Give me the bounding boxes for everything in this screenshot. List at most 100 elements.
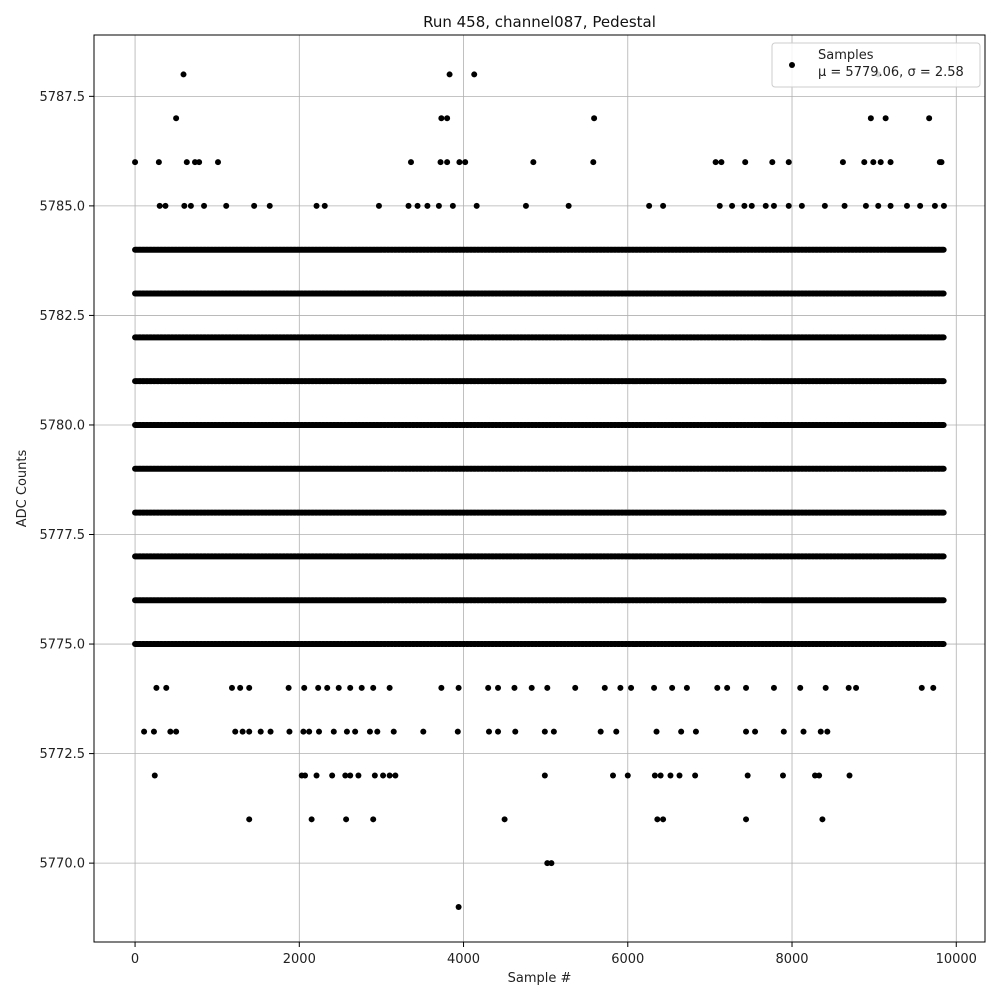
data-point <box>438 684 445 691</box>
data-point <box>370 816 377 823</box>
data-point <box>839 159 846 166</box>
data-point <box>926 115 933 122</box>
data-point <box>657 772 664 779</box>
data-point <box>544 860 551 867</box>
data-point <box>748 202 755 209</box>
data-point <box>882 115 889 122</box>
data-point <box>651 684 658 691</box>
data-point <box>744 772 751 779</box>
data-point <box>819 816 826 823</box>
data-point <box>512 728 519 735</box>
data-point <box>257 728 264 735</box>
data-point <box>462 159 469 166</box>
data-point <box>163 684 170 691</box>
data-point <box>347 772 354 779</box>
data-point <box>192 159 199 166</box>
data-point <box>267 728 274 735</box>
data-point <box>798 202 805 209</box>
data-point <box>485 728 492 735</box>
data-point <box>371 772 378 779</box>
data-point <box>743 728 750 735</box>
data-point <box>667 772 674 779</box>
data-point <box>676 772 683 779</box>
data-point <box>375 202 382 209</box>
data-point <box>306 728 313 735</box>
data-point <box>196 159 203 166</box>
data-point <box>716 202 723 209</box>
data-point <box>770 202 777 209</box>
data-point <box>300 728 307 735</box>
data-point <box>420 728 427 735</box>
data-point <box>653 728 660 735</box>
data-point <box>940 202 947 209</box>
data-point <box>455 903 462 910</box>
data-point <box>329 772 336 779</box>
data-point <box>931 202 938 209</box>
data-point <box>817 728 824 735</box>
data-point <box>456 159 463 166</box>
data-point <box>609 772 616 779</box>
data-point <box>343 816 350 823</box>
data-point <box>938 159 945 166</box>
data-point <box>246 728 253 735</box>
data-point <box>150 728 157 735</box>
data-point <box>223 202 230 209</box>
data-point <box>800 728 807 735</box>
data-point <box>861 159 868 166</box>
data-point <box>156 202 163 209</box>
data-point <box>302 772 309 779</box>
data-point <box>444 159 451 166</box>
data-point <box>155 159 162 166</box>
data-point <box>232 728 239 735</box>
data-point <box>330 728 337 735</box>
data-point <box>132 159 139 166</box>
data-point <box>414 202 421 209</box>
data-point <box>601 684 608 691</box>
data-point <box>591 115 598 122</box>
data-point <box>846 772 853 779</box>
data-point <box>173 728 180 735</box>
plot-frame <box>93 34 986 943</box>
data-point <box>321 202 328 209</box>
data-point <box>841 202 848 209</box>
axis-ticks: 0 2000 4000 6000 8000 10000 5770.0 5772.5 5775.0… <box>40 90 977 967</box>
data-point <box>380 772 387 779</box>
data-point <box>822 684 829 691</box>
data-point <box>424 202 431 209</box>
data-point <box>660 202 667 209</box>
data-point <box>867 115 874 122</box>
data-point <box>821 202 828 209</box>
data-point <box>651 772 658 779</box>
data-point <box>405 202 412 209</box>
data-point <box>714 684 721 691</box>
data-point <box>437 159 444 166</box>
data-point <box>597 728 604 735</box>
y-tick-label: 5782.5 <box>40 309 86 324</box>
data-point <box>522 202 529 209</box>
y-tick-label: 5775.0 <box>40 638 86 653</box>
y-tick-label: 5785.0 <box>40 199 86 214</box>
data-point <box>407 159 414 166</box>
y-tick-label: 5777.5 <box>40 528 86 543</box>
data-point <box>301 684 308 691</box>
chart-title: Run 458, channel087, Pedestal <box>423 13 656 31</box>
data-point <box>624 772 631 779</box>
y-tick-label: 5780.0 <box>40 418 86 433</box>
data-point <box>153 684 160 691</box>
data-point <box>151 772 158 779</box>
data-point <box>454 728 461 735</box>
data-point <box>473 202 480 209</box>
data-point <box>797 684 804 691</box>
data-point <box>887 202 894 209</box>
data-point <box>438 115 445 122</box>
data-point <box>239 728 246 735</box>
data-point <box>187 202 194 209</box>
data-point <box>550 728 557 735</box>
data-point <box>370 684 377 691</box>
data-point <box>141 728 148 735</box>
data-point <box>862 202 869 209</box>
data-point <box>853 684 860 691</box>
data-point <box>628 684 635 691</box>
